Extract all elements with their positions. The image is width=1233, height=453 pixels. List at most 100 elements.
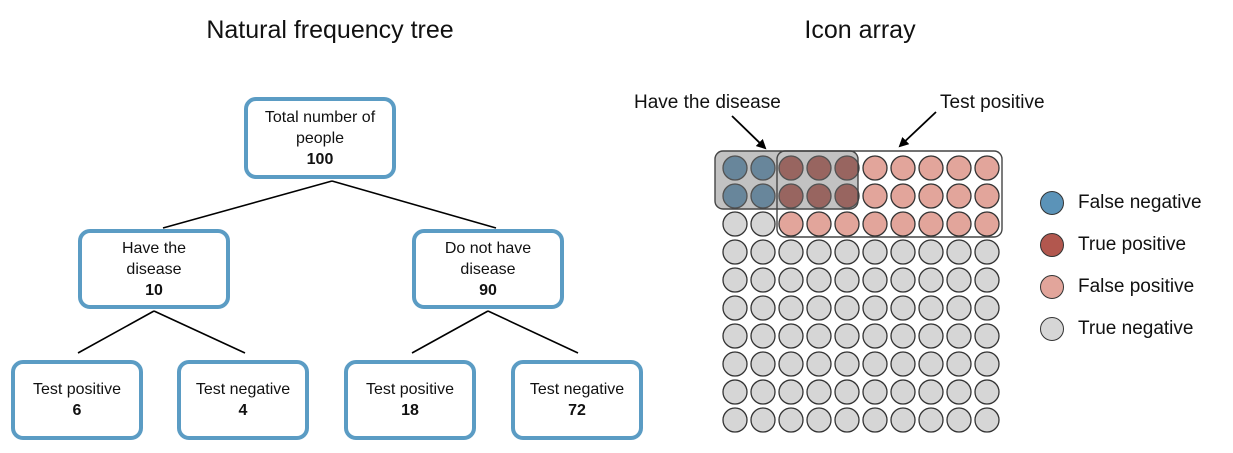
node-count: 10	[145, 281, 163, 299]
icon-true-negative	[918, 267, 944, 293]
legend-false-negative: False negative	[1040, 189, 1202, 217]
node-count: 90	[479, 281, 497, 299]
icon-true-negative	[722, 407, 748, 433]
legend-label: True negative	[1078, 318, 1194, 339]
icon-circles	[722, 155, 1000, 433]
icon-true-positive	[834, 155, 860, 181]
icon-true-negative	[974, 379, 1000, 405]
highlight-box-test-positive	[776, 150, 1003, 238]
icon-true-negative	[722, 211, 748, 237]
node-label: Have the disease	[121, 239, 187, 278]
icon-false-positive	[918, 211, 944, 237]
icon-true-negative	[974, 267, 1000, 293]
legend-swatch	[1040, 275, 1064, 299]
icon-true-negative	[722, 295, 748, 321]
icon-true-negative	[778, 379, 804, 405]
icon-true-negative	[806, 267, 832, 293]
icon-true-negative	[778, 239, 804, 265]
icon-array-title: Icon array	[804, 16, 916, 44]
icon-true-positive	[834, 183, 860, 209]
icon-true-negative	[862, 407, 888, 433]
icon-true-negative	[890, 239, 916, 265]
icon-true-negative	[834, 351, 860, 377]
icon-true-negative	[946, 351, 972, 377]
tree-node-have-disease: Have the disease 10	[78, 229, 230, 309]
legend-true-negative: True negative	[1040, 315, 1193, 343]
icon-true-negative	[778, 323, 804, 349]
icon-true-negative	[834, 379, 860, 405]
icon-true-positive	[806, 155, 832, 181]
icon-true-negative	[890, 407, 916, 433]
icon-true-positive	[806, 183, 832, 209]
tree-title: Natural frequency tree	[206, 16, 454, 44]
icon-true-negative	[806, 323, 832, 349]
icon-true-negative	[834, 267, 860, 293]
tree-node-right-test-negative: Test negative 72	[511, 360, 643, 440]
icon-true-negative	[834, 323, 860, 349]
tree-node-left-test-negative: Test negative 4	[177, 360, 309, 440]
icon-false-positive	[862, 183, 888, 209]
node-label: Test negative	[195, 381, 291, 398]
icon-false-negative	[722, 183, 748, 209]
arrow-have-disease	[731, 115, 767, 150]
legend-swatch	[1040, 233, 1064, 257]
icon-true-negative	[974, 239, 1000, 265]
icon-true-negative	[806, 407, 832, 433]
icon-false-positive	[890, 211, 916, 237]
icon-true-negative	[974, 295, 1000, 321]
arrow-test-positive	[898, 111, 937, 148]
tree-node-root: Total number of people 100	[244, 97, 396, 179]
icon-true-negative	[862, 267, 888, 293]
legend-true-positive: True positive	[1040, 231, 1186, 259]
icon-true-negative	[750, 407, 776, 433]
icon-true-negative	[890, 323, 916, 349]
edge-root-left	[162, 180, 333, 229]
tree-node-right-test-positive: Test positive 18	[344, 360, 476, 440]
icon-true-negative	[722, 351, 748, 377]
icon-true-negative	[806, 239, 832, 265]
node-label: Test negative	[529, 381, 625, 398]
icon-true-negative	[806, 379, 832, 405]
icon-true-negative	[722, 267, 748, 293]
icon-false-positive	[946, 155, 972, 181]
icon-true-negative	[890, 295, 916, 321]
icon-true-negative	[918, 379, 944, 405]
icon-true-negative	[890, 379, 916, 405]
callout-test-positive: Test positive	[940, 92, 1045, 113]
icon-false-positive	[806, 211, 832, 237]
node-count: 4	[238, 402, 248, 419]
icon-true-negative	[918, 407, 944, 433]
icon-true-negative	[974, 323, 1000, 349]
icon-true-negative	[862, 351, 888, 377]
icon-true-negative	[750, 323, 776, 349]
node-label: Test positive	[365, 381, 455, 398]
icon-true-negative	[946, 379, 972, 405]
node-label: Test positive	[32, 381, 122, 398]
tree-node-no-disease: Do not have disease 90	[412, 229, 564, 309]
icon-true-negative	[778, 267, 804, 293]
icon-false-positive	[890, 183, 916, 209]
legend-swatch	[1040, 317, 1064, 341]
icon-false-positive	[778, 211, 804, 237]
icon-true-negative	[946, 323, 972, 349]
icon-true-negative	[946, 267, 972, 293]
edge-left-right	[153, 310, 246, 354]
icon-true-negative	[834, 295, 860, 321]
node-count: 100	[306, 150, 334, 168]
icon-true-negative	[918, 323, 944, 349]
edge-right-right	[487, 310, 579, 354]
icon-true-positive	[778, 155, 804, 181]
icon-false-negative	[750, 155, 776, 181]
icon-true-negative	[946, 407, 972, 433]
node-count: 18	[401, 402, 419, 419]
icon-true-negative	[750, 351, 776, 377]
icon-true-negative	[834, 239, 860, 265]
icon-true-negative	[862, 239, 888, 265]
icon-true-negative	[862, 379, 888, 405]
icon-false-positive	[918, 183, 944, 209]
callout-have-disease: Have the disease	[634, 92, 781, 113]
icon-true-negative	[750, 295, 776, 321]
icon-false-negative	[722, 155, 748, 181]
